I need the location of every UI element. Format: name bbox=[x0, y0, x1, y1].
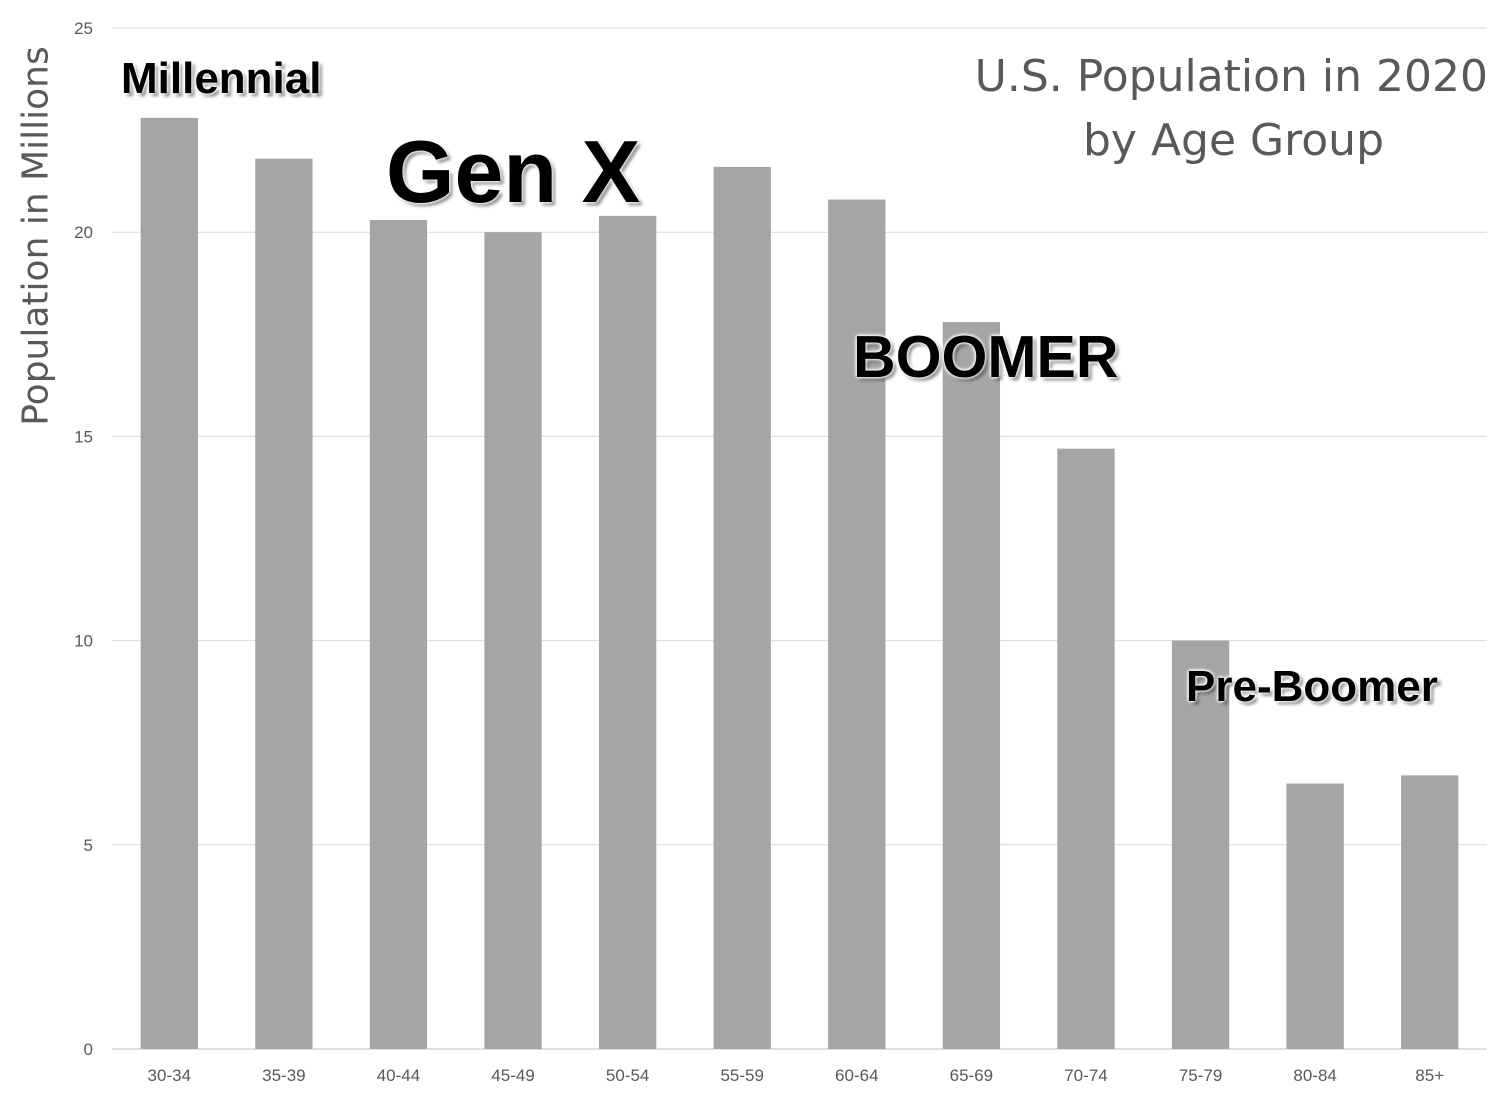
chart-title-line-2: by Age Group bbox=[1083, 115, 1384, 166]
x-tick-label: 50-54 bbox=[606, 1066, 649, 1085]
bar bbox=[598, 215, 657, 1049]
bar bbox=[1401, 775, 1459, 1049]
x-tick-label: 40-44 bbox=[377, 1066, 420, 1085]
y-tick-label: 5 bbox=[84, 836, 93, 855]
bar bbox=[1286, 783, 1344, 1049]
y-axis-label: Population in Millions bbox=[15, 46, 57, 426]
bar bbox=[713, 166, 771, 1049]
y-tick-label: 15 bbox=[74, 427, 93, 446]
x-tick-label: 30-34 bbox=[148, 1066, 191, 1085]
annotation-pre-boomer: Pre-Boomer bbox=[1186, 662, 1438, 711]
y-tick-label: 25 bbox=[74, 19, 93, 38]
x-tick-label: 45-49 bbox=[491, 1066, 534, 1085]
bar bbox=[369, 219, 428, 1049]
x-tick-label: 55-59 bbox=[720, 1066, 763, 1085]
x-tick-label: 85+ bbox=[1415, 1066, 1444, 1085]
annotation-boomer: BOOMER bbox=[853, 324, 1119, 390]
bar bbox=[140, 117, 198, 1049]
bar bbox=[942, 322, 1001, 1050]
y-tick-label: 0 bbox=[84, 1040, 93, 1059]
bar bbox=[1057, 448, 1115, 1050]
annotation-millennial: Millennial bbox=[121, 54, 322, 103]
bar bbox=[484, 232, 542, 1049]
y-tick-label: 10 bbox=[74, 632, 93, 651]
x-tick-label: 80-84 bbox=[1293, 1066, 1336, 1085]
bar bbox=[828, 199, 886, 1049]
x-tick-label: 35-39 bbox=[262, 1066, 305, 1085]
x-tick-label: 65-69 bbox=[950, 1066, 993, 1085]
x-tick-label: 70-74 bbox=[1064, 1066, 1107, 1085]
annotation-gen-x: Gen X bbox=[386, 122, 641, 221]
chart-title-line-1: U.S. Population in 2020 bbox=[974, 51, 1488, 102]
bar bbox=[1171, 640, 1230, 1049]
bar bbox=[255, 158, 313, 1050]
x-tick-label: 60-64 bbox=[835, 1066, 878, 1085]
x-tick-label: 75-79 bbox=[1179, 1066, 1222, 1085]
y-tick-label: 20 bbox=[74, 223, 93, 242]
